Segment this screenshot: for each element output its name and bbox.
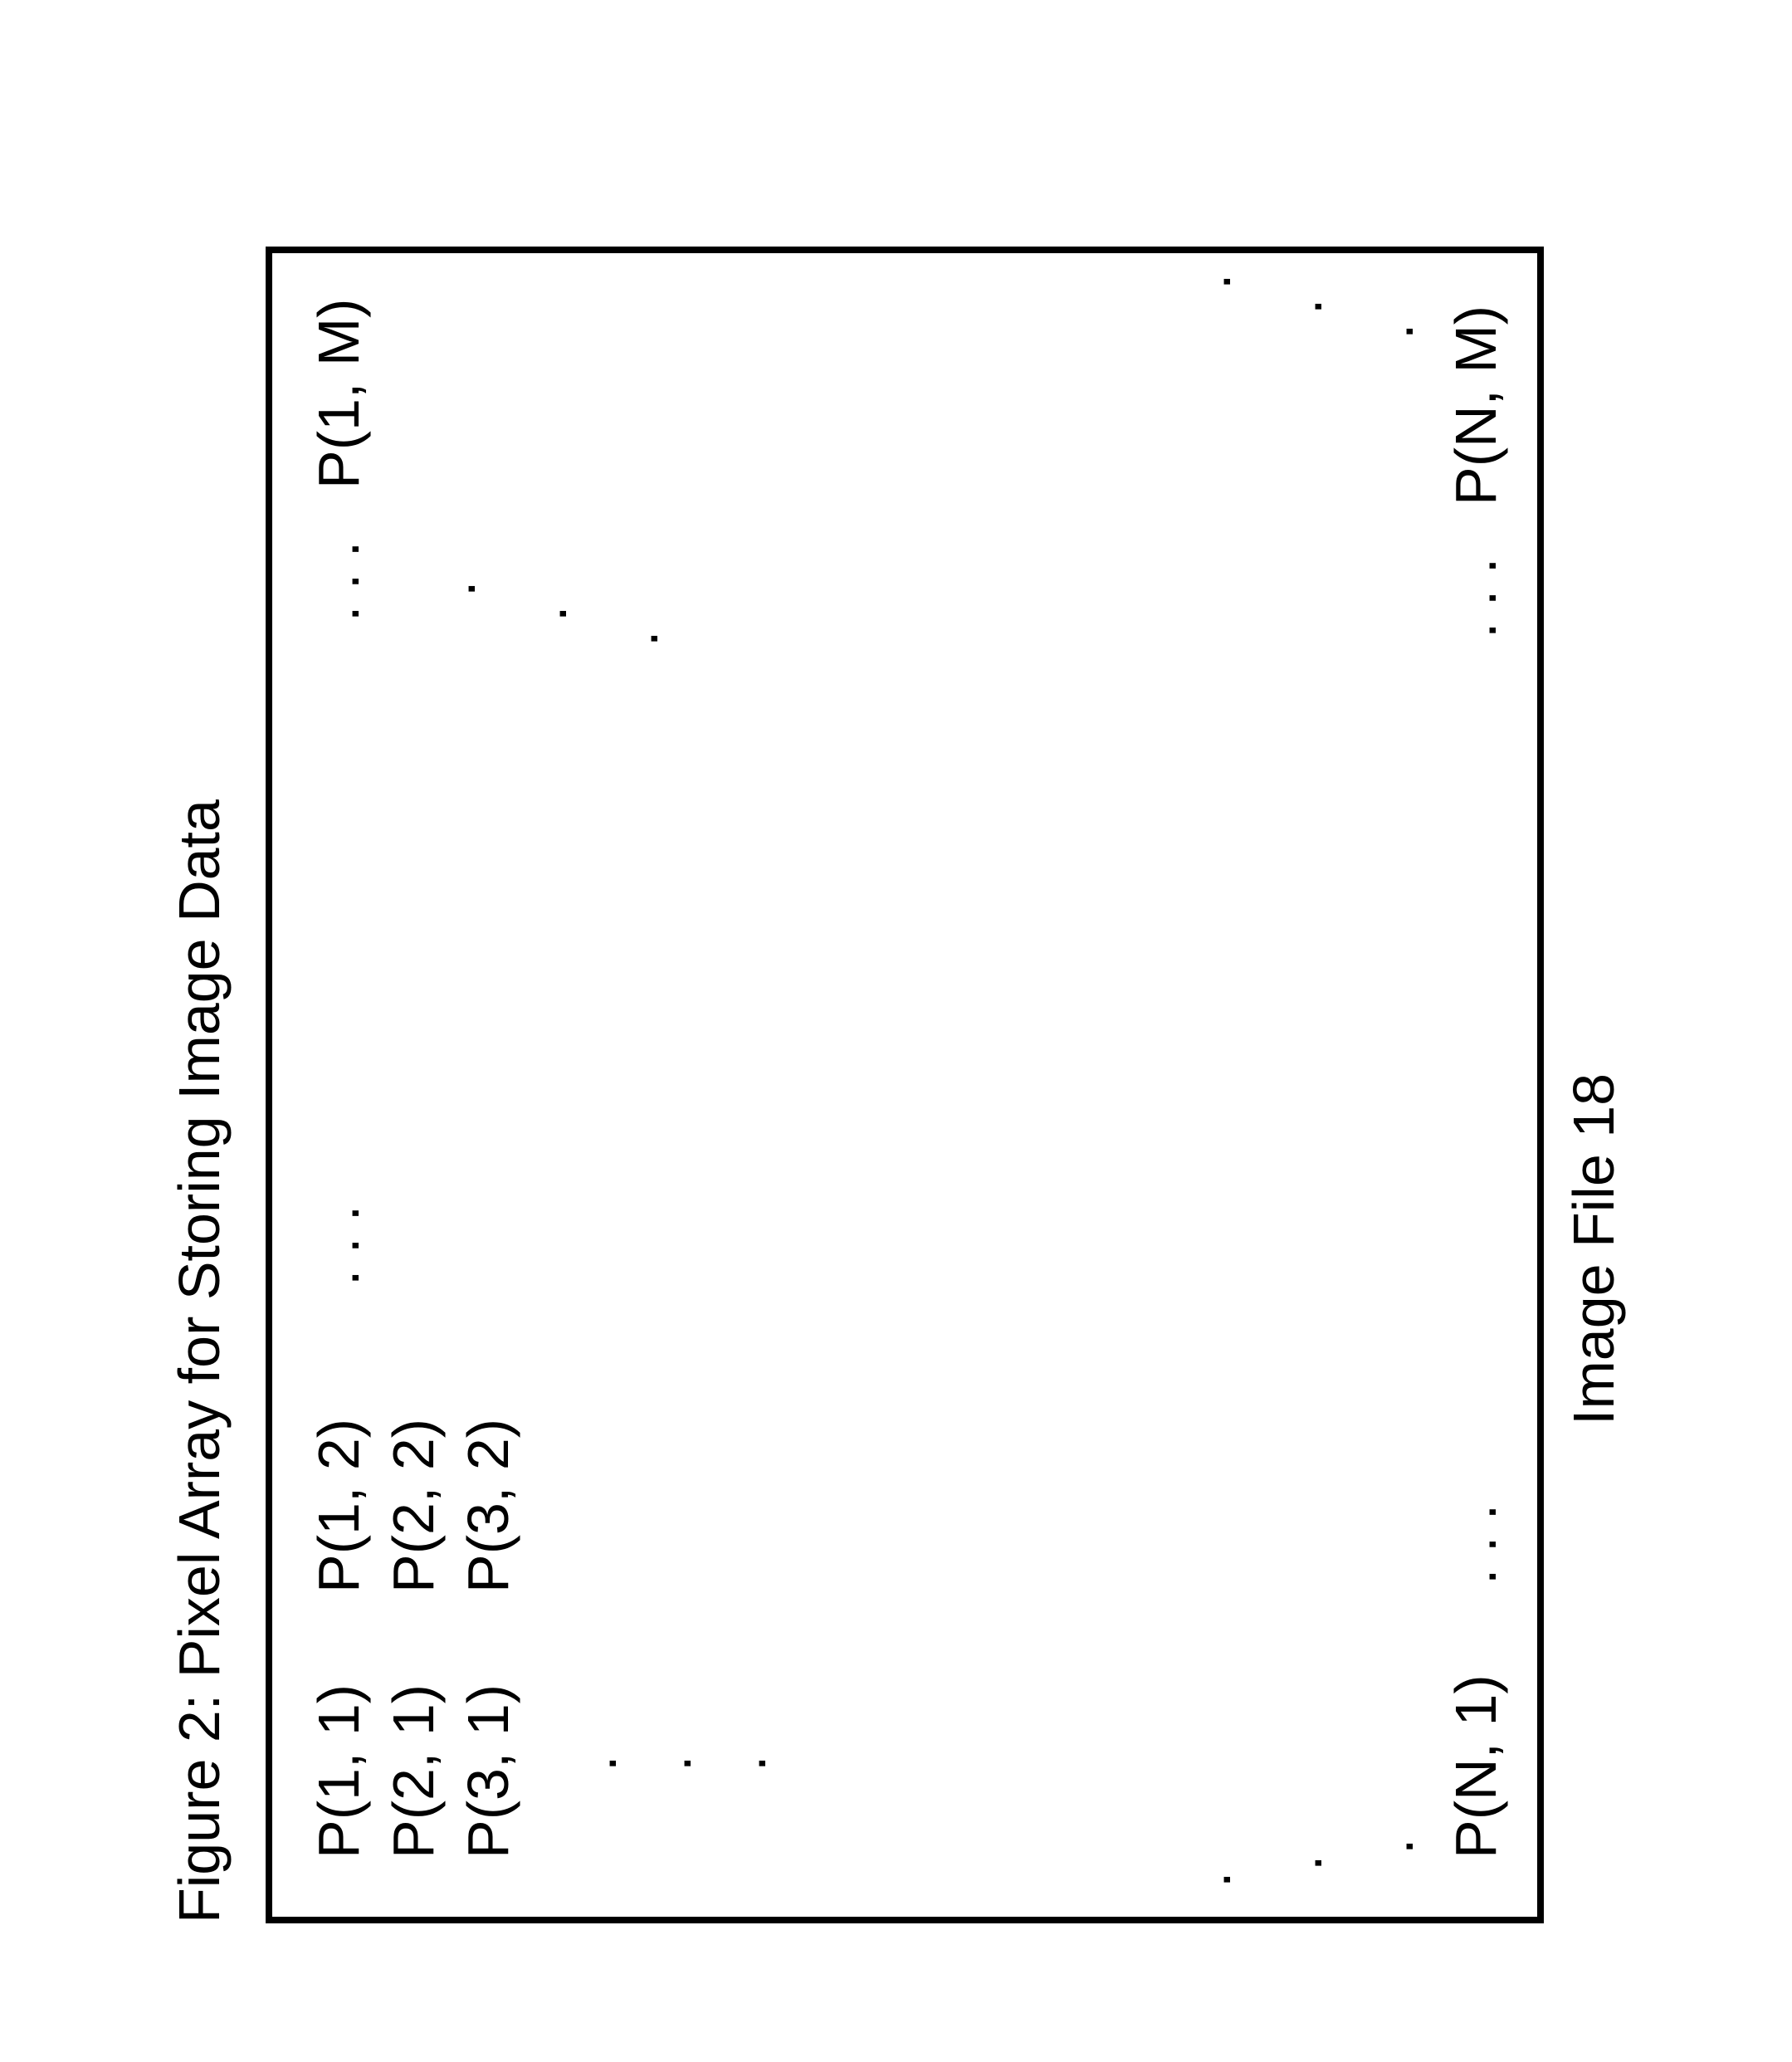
diag-dot: . (1268, 1855, 1335, 1871)
diag-dot: . (1268, 299, 1335, 315)
matrix-cell: P(1, 2) (305, 1419, 372, 1593)
matrix-cell: P(N, M) (1443, 305, 1509, 506)
matrix-cell: P(3, 1) (455, 1684, 521, 1859)
matrix-cell: P(1, M) (305, 299, 372, 489)
matrix-cell: P(2, 1) (380, 1684, 447, 1859)
ellipsis: . . . (305, 541, 372, 622)
vdot: . (712, 1756, 779, 1771)
matrix-cell: P(3, 2) (455, 1419, 521, 1593)
matrix-box: P(1, 1) P(1, 2) . . . . . . P(1, M) P(2,… (266, 247, 1544, 1923)
vdot: . (563, 1756, 629, 1771)
matrix-cell: P(2, 2) (380, 1419, 447, 1593)
ellipsis: . . . (305, 1205, 372, 1286)
diag-dot: . (1177, 274, 1243, 290)
diag-dot: . (1360, 324, 1426, 340)
figure-caption: Image File 18 (1560, 139, 1627, 1425)
diag-dot: . (422, 581, 488, 597)
diag-dot: . (1177, 1872, 1243, 1888)
ellipsis: . . . (1443, 1504, 1509, 1585)
diag-dot: . (604, 631, 671, 647)
figure-title: Figure 2: Pixel Array for Storing Image … (166, 139, 232, 1923)
ellipsis: . . . (1443, 558, 1509, 638)
vdot: . (637, 1756, 704, 1771)
diag-dot: . (1360, 1839, 1426, 1854)
matrix-cell: P(N, 1) (1443, 1674, 1509, 1859)
matrix-cell: P(1, 1) (305, 1684, 372, 1859)
diag-dot: . (513, 606, 579, 622)
